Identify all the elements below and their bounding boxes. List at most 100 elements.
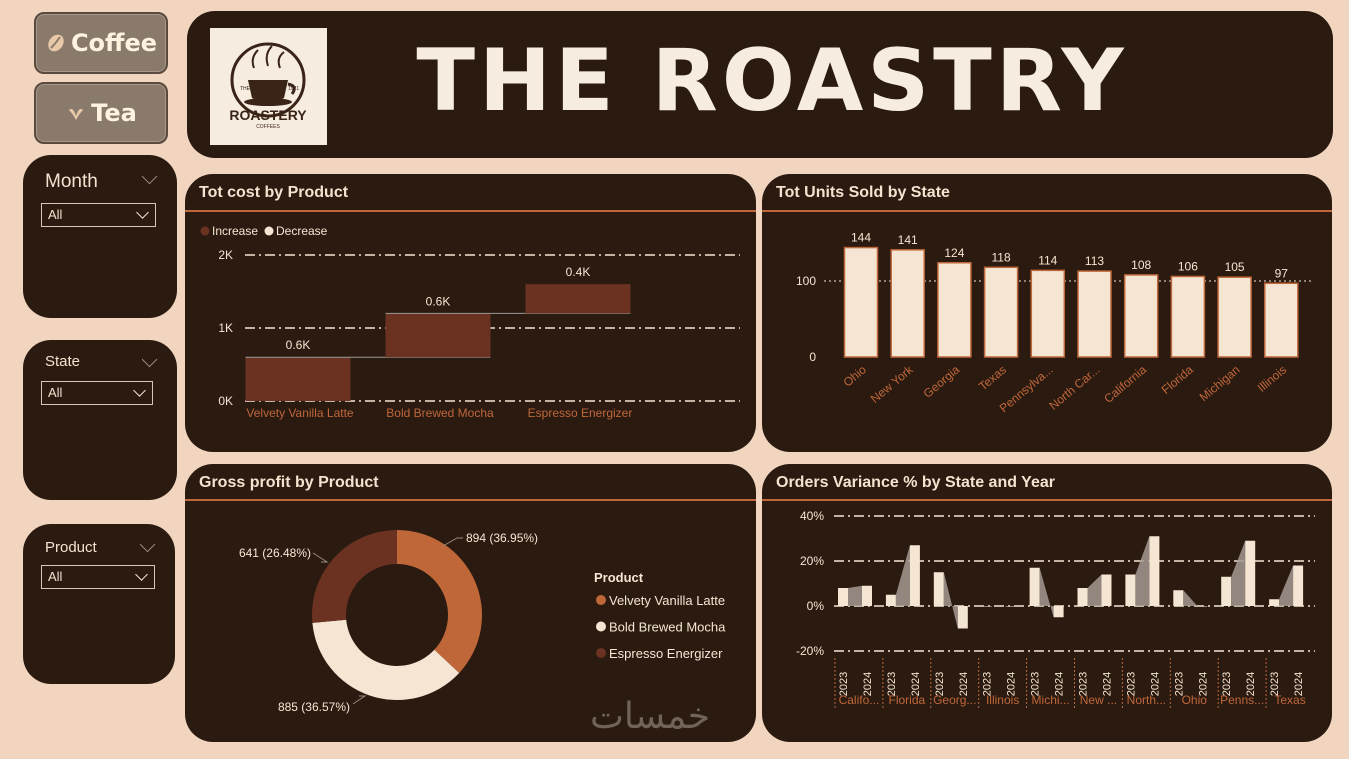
variance-bar[interactable] (1077, 588, 1088, 606)
waterfall-bar[interactable] (385, 313, 491, 358)
legend-label: Decrease (276, 224, 328, 238)
state-tick-label: New ... (1080, 693, 1117, 707)
year-tick-label: 2024 (1054, 672, 1066, 696)
chart-title: Orders Variance % by State and Year (776, 474, 1055, 491)
variance-bar[interactable] (1197, 606, 1208, 607)
variance-bar[interactable] (1173, 590, 1184, 606)
y-tick-label: 0K (218, 394, 233, 408)
units-sold-chart: 0 100 144 Ohio 141 New York 124 Georgia 118 Texas… (796, 231, 1314, 415)
product-dropdown[interactable]: All (41, 565, 155, 589)
chevron-down-icon (136, 206, 149, 219)
y-tick-label: 100 (796, 274, 816, 288)
watermark: خمسات (590, 696, 711, 737)
data-label: 97 (1275, 266, 1289, 280)
leader-line (352, 695, 367, 705)
variance-bar[interactable] (1149, 536, 1160, 606)
variance-bar[interactable] (909, 545, 920, 606)
logo: THE 1921 ROASTERY COFFEES (210, 28, 327, 145)
chevron-down-icon (133, 384, 146, 397)
pie-slice[interactable] (397, 530, 483, 673)
state-bar[interactable] (937, 262, 972, 358)
state-dropdown[interactable]: All (41, 381, 153, 405)
state-tick-label: Florida (889, 693, 926, 707)
y-tick-label: 20% (800, 554, 824, 568)
variance-bar[interactable] (838, 588, 848, 606)
variance-bar[interactable] (1293, 565, 1304, 607)
variance-area (1135, 536, 1150, 606)
variance-bar[interactable] (933, 572, 944, 606)
variance-bar[interactable] (1101, 574, 1112, 607)
variance-bar[interactable] (1221, 576, 1232, 606)
product-slicer-title: Product (45, 539, 97, 556)
year-tick-label: 2023 (1173, 672, 1185, 696)
year-tick-label: 2023 (1030, 672, 1042, 696)
state-bar[interactable] (983, 266, 1019, 358)
state-tick-label: Califo... (839, 693, 880, 707)
data-label: 144 (851, 231, 871, 245)
legend-label[interactable]: Bold Brewed Mocha (609, 620, 726, 635)
state-tick-label: North... (1127, 693, 1166, 707)
legend-marker-increase (200, 226, 210, 236)
variance-bar[interactable] (1125, 574, 1136, 607)
title-divider (185, 210, 756, 212)
variance-bar[interactable] (1269, 599, 1280, 606)
x-tick-label: North Car... (1046, 363, 1102, 413)
tot-cost-chart: Increase Decrease 0K 1K 2K 0.6K Velvety Vanill… (200, 224, 740, 420)
x-tick-label: Michigan (1197, 363, 1243, 405)
month-dropdown[interactable]: All (41, 203, 156, 227)
waterfall-bar[interactable] (525, 284, 631, 314)
title-divider (185, 499, 756, 501)
legend-marker-decrease (264, 226, 274, 236)
tea-button[interactable]: Tea (34, 82, 168, 144)
variance-area (1087, 574, 1102, 606)
waterfall-bar[interactable] (245, 357, 351, 401)
legend-title: Product (594, 570, 644, 585)
legend-label[interactable]: Espresso Energizer (609, 646, 723, 661)
chevron-down-icon[interactable] (141, 168, 158, 185)
variance-area (1183, 590, 1198, 606)
variance-bar[interactable] (885, 594, 896, 606)
year-tick-label: 2023 (982, 672, 994, 696)
month-slicer-title: Month (45, 171, 98, 192)
page-title: THE ROASTRY (416, 31, 1128, 131)
chart-title: Gross profit by Product (199, 474, 379, 491)
variance-bar[interactable] (862, 585, 872, 606)
leader-line (442, 537, 463, 547)
variance-bar[interactable] (1245, 540, 1256, 606)
x-tick-label: Ohio (841, 362, 870, 389)
logo-sub: COFFEES (256, 124, 280, 130)
tea-label: Tea (91, 99, 137, 127)
year-tick-label: 2024 (862, 672, 874, 696)
variance-bar[interactable] (1029, 567, 1040, 606)
variance-area (848, 585, 862, 606)
state-bar[interactable] (1123, 274, 1159, 358)
variance-bar[interactable] (1005, 606, 1016, 607)
year-tick-label: 2024 (1102, 672, 1114, 696)
chevron-down-icon[interactable] (139, 536, 156, 553)
units-sold-chart-panel: Tot Units Sold by State 0 100 144 Ohio 141 Ne… (762, 174, 1332, 452)
state-bar[interactable] (1170, 275, 1206, 358)
legend-label[interactable]: Velvety Vanilla Latte (609, 593, 725, 608)
state-bar[interactable] (890, 249, 925, 358)
chevron-down-icon[interactable] (141, 351, 158, 368)
product-slicer: Product All (23, 524, 175, 684)
state-tick-label: Georg... (933, 693, 976, 707)
state-bar[interactable] (843, 246, 879, 358)
state-tick-label: Illinois (986, 693, 1019, 707)
data-label: 118 (992, 250, 1011, 264)
title-divider (762, 499, 1332, 501)
state-bar[interactable] (1030, 269, 1066, 358)
variance-bar[interactable] (957, 606, 968, 629)
variance-bar[interactable] (981, 606, 992, 607)
state-tick-label: Michi... (1032, 693, 1070, 707)
pie-slice[interactable] (312, 530, 397, 623)
x-tick-label: Georgia (921, 362, 963, 400)
state-bar[interactable] (1217, 276, 1252, 358)
variance-bar[interactable] (1053, 606, 1064, 618)
slice-label: 641 (26.48%) (239, 546, 311, 560)
coffee-button[interactable]: Coffee (34, 12, 168, 74)
state-bar[interactable] (1264, 282, 1299, 358)
state-bar[interactable] (1077, 270, 1112, 358)
year-tick-label: 2024 (958, 672, 970, 696)
pie-slice[interactable] (312, 619, 460, 700)
